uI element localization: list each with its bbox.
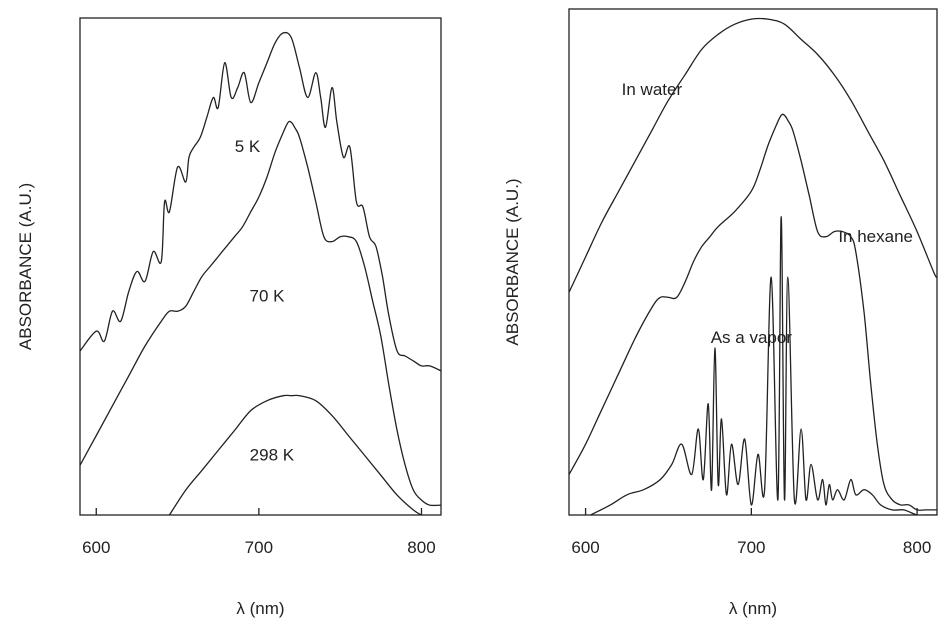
left-x-tick-label-700: 700 bbox=[245, 538, 273, 557]
right-label-in-hexane: In hexane bbox=[838, 227, 913, 246]
right-curves bbox=[569, 17, 937, 515]
right-series-in-hexane-line bbox=[569, 113, 937, 511]
left-y-axis-label: ABSORBANCE (A.U.) bbox=[16, 183, 35, 350]
left-label-5-k: 5 K bbox=[235, 137, 261, 156]
right-y-axis-label: ABSORBANCE (A.U.) bbox=[503, 178, 522, 345]
right-label-in-water: In water bbox=[622, 80, 683, 99]
left-curves bbox=[80, 31, 441, 515]
right-series-as-a-vapor-line bbox=[590, 215, 937, 515]
left-x-tick-label-600: 600 bbox=[82, 538, 110, 557]
left-series-298-k-line bbox=[168, 394, 422, 515]
right-chart-panel: 600 700 800 λ (nm) ABSORBANCE (A.U.) In water… bbox=[503, 8, 938, 618]
right-series-in-water-line bbox=[569, 17, 937, 293]
right-plot-frame bbox=[568, 8, 938, 516]
left-x-axis-label: λ (nm) bbox=[236, 599, 284, 618]
right-label-as-a-vapor: As a vapor bbox=[711, 328, 793, 347]
right-x-tick-label-600: 600 bbox=[571, 538, 599, 557]
right-x-axis-label: λ (nm) bbox=[729, 599, 777, 618]
left-series-70-k-line bbox=[80, 120, 441, 507]
left-series-5-k-line bbox=[80, 31, 441, 372]
left-label-298-k: 298 K bbox=[250, 445, 295, 464]
left-label-70-k: 70 K bbox=[250, 286, 286, 305]
left-chart-panel: 600 700 800 λ (nm) ABSORBANCE (A.U.) 5 K 70 K 2… bbox=[16, 17, 442, 618]
right-x-tick-label-800: 800 bbox=[903, 538, 931, 557]
left-x-tick-label-800: 800 bbox=[407, 538, 435, 557]
right-x-tick-label-700: 700 bbox=[737, 538, 765, 557]
left-plot-frame bbox=[79, 17, 442, 516]
